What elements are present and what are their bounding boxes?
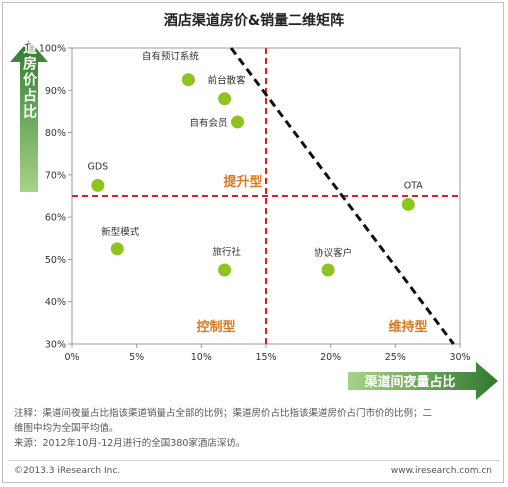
chart-title: 酒店渠道房价&销量二维矩阵: [163, 13, 345, 29]
chart-frame: [2, 2, 504, 483]
note-line-2: 维图中均为全国平均值。: [14, 423, 119, 434]
data-point-label: OTA: [404, 180, 424, 191]
data-point-label: 旅行社: [212, 246, 241, 258]
x-tick-label: 0%: [64, 352, 79, 363]
data-point: [321, 263, 335, 277]
x-axis-label: 渠道间夜量占比: [363, 374, 455, 390]
trend-line: [229, 47, 455, 345]
copyright: ©2013.3 iResearch Inc.: [14, 466, 121, 476]
note-line-3: 来源：2012年10月-12月进行的全国380家酒店深访。: [14, 438, 246, 449]
data-point: [110, 242, 124, 256]
x-tick-label: 10%: [191, 352, 212, 363]
quadrant-label: 提升型: [223, 174, 262, 190]
data-point: [181, 73, 195, 87]
y-tick-label: 90%: [45, 86, 66, 97]
data-point: [231, 115, 245, 129]
data-point: [218, 263, 232, 277]
y-tick-label: 50%: [45, 255, 66, 266]
y-tick-label: 60%: [45, 213, 66, 224]
y-tick-label: 70%: [45, 170, 66, 181]
y-tick-label: 30%: [45, 340, 66, 351]
y-axis-label: 渠道房价占比: [21, 23, 38, 120]
data-point-label: GDS: [88, 161, 109, 172]
y-tick-label: 80%: [45, 128, 66, 139]
note-line-1: 注释：渠道间夜量占比指该渠道销量占全部的比例；渠道房价占比指该渠道房价占门市价的…: [14, 408, 433, 419]
x-tick-label: 20%: [320, 352, 341, 363]
website: www.iresearch.com.cn: [390, 466, 492, 476]
x-tick-label: 25%: [385, 352, 406, 363]
data-point: [91, 178, 105, 192]
x-tick-label: 30%: [449, 352, 470, 363]
quadrant-label: 控制型: [196, 319, 235, 335]
x-axis-arrow: [348, 362, 498, 400]
data-point-label: 自有会员: [190, 117, 228, 129]
data-point-label: 前台散客: [208, 75, 247, 87]
data-point-label: 协议客户: [314, 247, 352, 259]
data-point: [401, 197, 415, 211]
quadrant-label: 维持型: [388, 319, 427, 335]
data-point: [218, 92, 232, 106]
x-tick-label: 5%: [129, 352, 144, 363]
x-tick-label: 15%: [255, 352, 276, 363]
data-point-label: 新型模式: [101, 226, 140, 238]
data-point-label: 自有预订系统: [142, 51, 200, 63]
chart-notes: 注释：渠道间夜量占比指该渠道销量占全部的比例；渠道房价占比指该渠道房价占门市价的…: [14, 406, 494, 451]
y-tick-label: 100%: [39, 44, 66, 55]
y-axis-arrow: [10, 40, 48, 192]
y-tick-label: 40%: [45, 297, 66, 308]
footer-divider: [8, 460, 500, 461]
